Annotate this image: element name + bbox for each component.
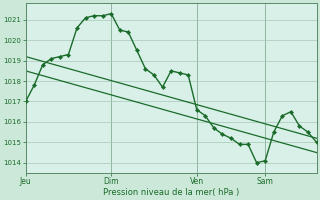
- X-axis label: Pression niveau de la mer( hPa ): Pression niveau de la mer( hPa ): [103, 188, 239, 197]
